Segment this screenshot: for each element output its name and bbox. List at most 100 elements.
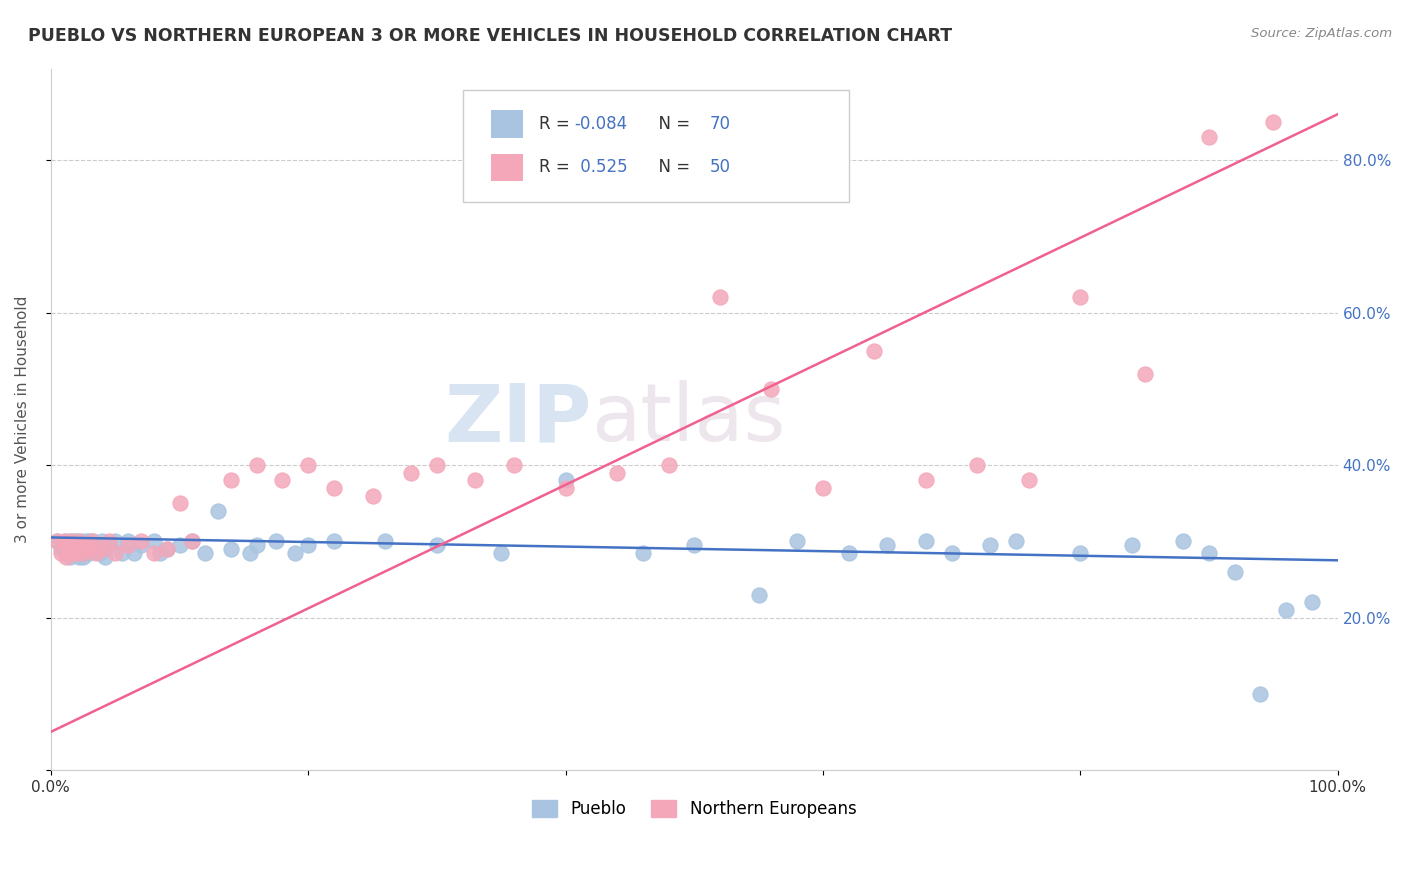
Point [156,541,179,556]
Point [70,534,93,549]
Point [1173,534,1195,549]
Point [239,546,262,560]
Text: atlas: atlas [592,380,786,458]
Text: -0.084: -0.084 [575,115,627,133]
Point [62,546,84,560]
Point [60,538,83,552]
Point [59,534,82,549]
Point [181,534,204,549]
Point [169,538,191,552]
Point [361,489,384,503]
Point [297,538,319,552]
Point [97,538,120,552]
Point [72,549,94,564]
Point [1018,473,1040,487]
Point [284,546,307,560]
Point [79,546,101,560]
Point [63,538,86,552]
Point [915,473,938,487]
Legend: Pueblo, Northern Europeans: Pueblo, Northern Europeans [526,793,863,825]
Point [489,546,512,560]
Point [426,538,449,552]
Point [271,473,294,487]
Point [142,546,165,560]
Point [65,546,87,560]
Point [49,541,72,556]
Point [110,546,132,560]
Bar [491,153,523,181]
Point [464,473,486,487]
Point [91,534,114,549]
Point [79,534,101,549]
Point [79,541,101,556]
Point [264,534,287,549]
Y-axis label: 3 or more Vehicles in Household: 3 or more Vehicles in Household [15,295,30,543]
Point [323,481,346,495]
Point [49,546,72,560]
Point [219,541,242,556]
Bar [491,111,523,138]
Point [104,534,127,549]
Text: ZIP: ZIP [444,380,592,458]
Point [838,546,860,560]
Point [84,541,107,556]
Point [46,534,69,549]
Text: R =: R = [538,158,575,177]
Point [156,541,179,556]
Point [1198,546,1220,560]
Point [117,534,139,549]
Point [207,504,229,518]
Point [142,534,165,549]
Point [52,541,75,556]
Point [80,534,103,549]
Point [503,458,526,472]
Point [606,466,628,480]
Point [1198,130,1220,145]
Point [246,538,269,552]
Point [426,458,449,472]
FancyBboxPatch shape [463,89,849,202]
Point [59,541,82,556]
Point [73,538,96,552]
Point [915,534,938,549]
Text: 0.525: 0.525 [575,158,627,177]
Point [75,546,97,560]
Point [55,549,77,564]
Point [129,538,152,552]
Point [80,538,103,552]
Point [399,466,422,480]
Point [1069,290,1091,304]
Point [1275,603,1298,617]
Point [761,382,783,396]
Point [89,546,111,560]
Point [76,538,98,552]
Point [941,546,963,560]
Point [72,541,94,556]
Point [72,546,94,560]
Point [62,538,84,552]
Point [56,538,79,552]
Point [65,546,87,560]
Text: 70: 70 [710,115,731,133]
Point [117,538,139,552]
Point [1301,595,1323,609]
Text: N =: N = [648,115,696,133]
Point [786,534,808,549]
Text: R =: R = [538,115,575,133]
Point [863,343,886,358]
Point [55,534,77,549]
Point [46,534,69,549]
Point [67,538,90,552]
Point [94,549,117,564]
Text: PUEBLO VS NORTHERN EUROPEAN 3 OR MORE VEHICLES IN HOUSEHOLD CORRELATION CHART: PUEBLO VS NORTHERN EUROPEAN 3 OR MORE VE… [28,27,952,45]
Point [1223,565,1246,579]
Point [811,481,834,495]
Point [1121,538,1143,552]
Point [124,546,146,560]
Point [129,534,152,549]
Text: 50: 50 [710,158,731,177]
Point [67,549,90,564]
Point [246,458,269,472]
Point [1069,546,1091,560]
Text: Source: ZipAtlas.com: Source: ZipAtlas.com [1251,27,1392,40]
